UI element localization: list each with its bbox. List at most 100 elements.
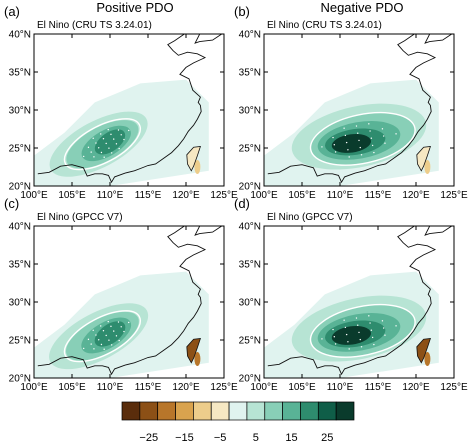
significance-contour bbox=[309, 111, 416, 166]
precip-anomaly-field bbox=[264, 226, 454, 378]
stipple-dot bbox=[105, 142, 107, 145]
stipple-dot bbox=[118, 339, 120, 342]
y-tick-label: 35°N bbox=[9, 68, 31, 79]
taiwan-island bbox=[416, 338, 431, 364]
panel-dataset-label: El Nino (GPCC V7) bbox=[37, 212, 123, 223]
stipple-dot bbox=[373, 151, 375, 154]
stipple-dot bbox=[395, 325, 397, 327]
x-tick-label: 125°E bbox=[210, 382, 238, 393]
colorbar-label: −15 bbox=[175, 432, 194, 444]
stipple-dot bbox=[92, 137, 94, 139]
stipple-dot bbox=[343, 319, 345, 321]
stipple-dot bbox=[93, 156, 95, 158]
taiwan-island bbox=[186, 338, 201, 364]
anomaly-region-negative bbox=[194, 160, 201, 174]
stipple-dot bbox=[373, 343, 375, 346]
stipple-dot bbox=[370, 137, 373, 139]
stipple-dot bbox=[117, 321, 120, 323]
stipple-dot bbox=[395, 133, 397, 135]
map-panel-a: (a) 100°E 105°E 110°E 115°E 120°E 125°E 20°N 25… bbox=[4, 4, 238, 204]
stipple-dot bbox=[384, 334, 386, 336]
stipple-dot bbox=[359, 338, 361, 341]
stipple-dot bbox=[120, 134, 122, 136]
stipple-dot bbox=[82, 155, 85, 158]
stipple-dot bbox=[120, 326, 122, 328]
x-tick-label: 115°E bbox=[365, 190, 392, 201]
coastline bbox=[37, 34, 223, 184]
stipple-dot bbox=[115, 143, 118, 145]
x-tick-label: 100°E bbox=[20, 190, 48, 201]
stipple-dot bbox=[92, 329, 94, 331]
y-tick-label: 35°N bbox=[239, 260, 261, 271]
panel-dataset-label: El Nino (CRU TS 3.24.01) bbox=[267, 20, 382, 31]
map-figure: 100°E 105°E 110°E 115°E 120°E 125°E 20°N 25°N 30… bbox=[9, 20, 238, 201]
stipple-dot bbox=[360, 154, 363, 156]
map-panel-c: (c) 100°E 105°E 110°E 115°E 120°E 125°E 20°N 25… bbox=[4, 196, 238, 396]
stipple-dot bbox=[345, 333, 348, 336]
x-tick-label: 105°E bbox=[288, 382, 316, 393]
stipple-dot bbox=[90, 151, 92, 153]
stipple-dot bbox=[332, 328, 334, 331]
column-title-negative: Negative PDO bbox=[320, 0, 404, 15]
map-figure: 100°E 105°E 110°E 115°E 120°E 125°E 20°N 25°N 30… bbox=[239, 212, 468, 393]
stipple-dot bbox=[102, 138, 105, 140]
stipple-dot bbox=[371, 336, 374, 339]
x-tick-label: 120°E bbox=[402, 190, 430, 201]
precip-anomaly-field bbox=[264, 34, 454, 186]
y-tick-label: 35°N bbox=[239, 68, 261, 79]
colorbar-bin bbox=[228, 401, 248, 421]
y-tick-label: 30°N bbox=[239, 106, 261, 117]
colorbar-bin bbox=[282, 401, 301, 421]
stipple-dot bbox=[382, 135, 385, 137]
stipple-dot bbox=[334, 343, 337, 345]
stipple-dot bbox=[332, 136, 334, 139]
colorbar-label: 5 bbox=[252, 432, 259, 444]
stipple-dot bbox=[359, 146, 361, 149]
x-tick-label: 110°E bbox=[97, 382, 124, 393]
x-tick-label: 105°E bbox=[288, 190, 316, 201]
colorbar-bin bbox=[246, 401, 266, 421]
x-tick-label: 105°E bbox=[58, 190, 86, 201]
stipple-dot bbox=[355, 317, 358, 319]
stipple-dot bbox=[128, 321, 130, 324]
panel-dataset-label: El Nino (CRU TS 3.24.01) bbox=[37, 20, 152, 31]
y-tick-label: 25°N bbox=[239, 336, 261, 347]
stipple-dot bbox=[97, 339, 100, 341]
stipple-dot bbox=[108, 339, 110, 341]
taiwan-island bbox=[416, 146, 431, 172]
x-tick-label: 115°E bbox=[135, 382, 162, 393]
panel-letter: (a) bbox=[4, 4, 20, 19]
stipple-dot bbox=[103, 156, 105, 158]
panel-letter: (c) bbox=[4, 196, 20, 211]
stipple-dot bbox=[321, 146, 323, 148]
stipple-dot bbox=[87, 338, 90, 341]
stipple-dot bbox=[358, 139, 360, 142]
significance-stippling bbox=[82, 320, 130, 350]
stipple-dot bbox=[382, 327, 385, 329]
column-title-positive: Positive PDO bbox=[96, 0, 174, 15]
coastline bbox=[267, 226, 453, 376]
stipple-dot bbox=[123, 138, 125, 141]
colorbar-label: 25 bbox=[321, 432, 334, 444]
x-tick-label: 125°E bbox=[440, 382, 468, 393]
colorbar-bin bbox=[335, 401, 355, 421]
stipple-dot bbox=[321, 338, 323, 340]
stipple-dot bbox=[368, 123, 370, 125]
colorbar bbox=[121, 401, 355, 421]
stipple-dot bbox=[334, 151, 337, 153]
stipple-dot bbox=[333, 336, 336, 338]
stipple-dot bbox=[347, 341, 349, 343]
stipple-dot bbox=[95, 142, 97, 144]
x-tick-label: 110°E bbox=[327, 382, 354, 393]
y-tick-label: 20°N bbox=[239, 182, 261, 193]
significance-contour bbox=[63, 118, 141, 171]
stipple-dot bbox=[110, 325, 112, 328]
x-tick-label: 110°E bbox=[97, 190, 124, 201]
stipple-dot bbox=[371, 144, 374, 147]
stipple-dot bbox=[108, 147, 110, 149]
anomaly-region-negative bbox=[194, 352, 201, 366]
colorbar-bin bbox=[300, 401, 319, 421]
x-tick-label: 120°E bbox=[172, 190, 200, 201]
colorbar-label: −5 bbox=[213, 432, 227, 444]
coastline bbox=[37, 226, 223, 376]
